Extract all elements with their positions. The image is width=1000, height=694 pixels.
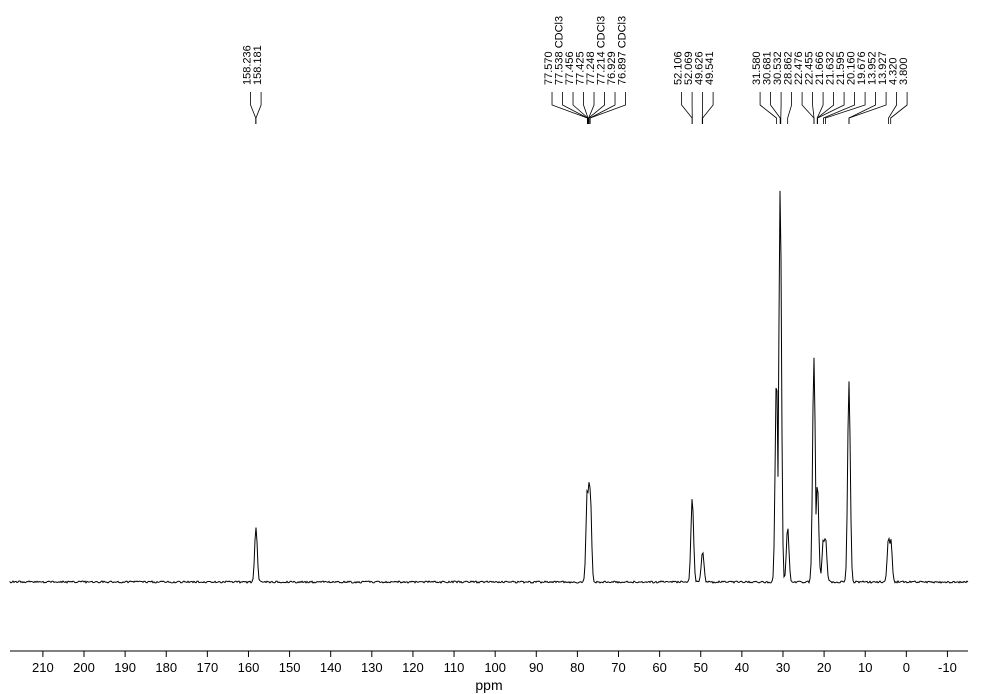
x-axis-tick-label: 130 [361,660,383,675]
peak-label-connector [813,92,814,124]
peak-label: 76.897 CDCl3 [617,16,629,85]
x-axis-tick-label: 20 [817,660,831,675]
peak-label-connector [891,92,907,124]
x-axis-tick-label: 120 [402,660,424,675]
peak-label-connector [703,92,713,124]
peak-label-connector [256,92,261,124]
peak-label-connector [590,92,625,124]
peak-label-connector [682,92,692,124]
nmr-spectrum-svg: 2102001901801701601501401301201101009080… [0,0,1000,694]
peak-label-connector [589,92,594,124]
peak-label-connector [849,92,876,124]
peak-label-connector [251,92,256,124]
x-axis-tick-label: 0 [903,660,910,675]
peak-label-connector [825,92,865,124]
x-axis-tick-label: 150 [279,660,301,675]
peak-label-connector [788,92,792,124]
x-axis-tick-label: 110 [444,660,465,675]
x-axis-tick-label: 10 [858,660,872,675]
x-axis-tick-label: 160 [238,660,260,675]
peak-label-connector [589,92,605,124]
x-axis-tick-label: 50 [694,660,708,675]
x-axis-tick-label: 200 [73,660,95,675]
peak-label: 3.800 [898,57,910,85]
peak-label-connector [573,92,588,124]
x-axis-tick-label: 60 [652,660,666,675]
peak-label-connector [823,92,854,124]
x-axis-label: ppm [475,677,502,693]
x-axis-tick-label: 70 [611,660,625,675]
x-axis-tick-label: 180 [155,660,177,675]
x-axis-tick-label: 80 [570,660,584,675]
peak-label-connector [771,92,781,124]
spectrum-trace [10,191,968,583]
x-axis-tick-label: 100 [484,660,506,675]
peak-label-connector [817,92,823,124]
peak-label: 158.181 [252,45,264,85]
x-axis-tick-label: -10 [938,660,957,675]
peak-label-connector [552,92,587,124]
x-axis-tick-label: 210 [32,660,54,675]
x-axis-tick-label: 90 [529,660,543,675]
peak-label-connector [760,92,776,124]
x-axis-tick-label: 170 [197,660,219,675]
x-axis-tick-label: 190 [114,660,136,675]
nmr-spectrum-container: { "figure_type":"nmr-13c-spectrum", "wid… [0,0,1000,694]
peak-label-connector [889,92,897,124]
peak-label-connector [802,92,814,124]
x-axis-tick-label: 40 [735,660,749,675]
x-axis-tick-label: 140 [320,660,342,675]
x-axis-tick-label: 30 [776,660,790,675]
peak-label: 49.541 [704,51,716,85]
